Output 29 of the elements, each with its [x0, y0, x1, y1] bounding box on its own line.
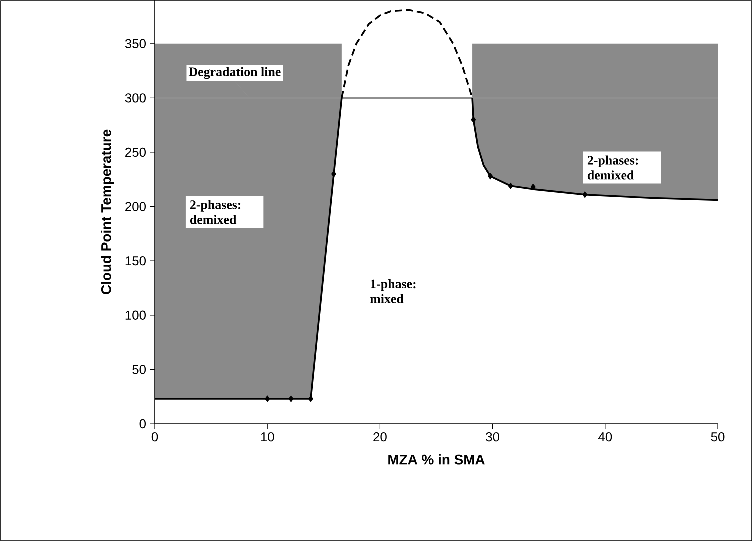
y-tick-label: 200 [126, 202, 146, 212]
y-tick-label: 350 [125, 39, 146, 48]
point [308, 396, 314, 402]
x-tick-label: 20 [374, 432, 387, 442]
point [265, 396, 270, 402]
x-tick-label: 40 [598, 432, 612, 442]
point [471, 116, 476, 124]
y-tick-label: 300 [125, 94, 146, 103]
point [582, 191, 588, 198]
y-tick-label: 250 [126, 148, 146, 158]
annotation: 2-phases: demixed [190, 200, 241, 224]
y-axis-title: Cloud Point Temperature [101, 130, 114, 294]
ref-line-label: Degradation line [188, 67, 281, 80]
y-tick-label: 0 [140, 419, 146, 429]
x-tick-label: 0 [152, 432, 158, 442]
point [331, 170, 337, 178]
point [530, 184, 536, 191]
x-tick-label: 30 [486, 432, 500, 442]
x-tick-label: 10 [261, 432, 274, 442]
annotation: 1-phase: mixed [370, 279, 416, 304]
x-axis-title: MZA % in SMA [388, 454, 485, 465]
y-tick-label: 100 [126, 310, 146, 320]
x-tick-label: 50 [711, 432, 725, 442]
y-tick-label: 50 [132, 365, 146, 374]
point [488, 173, 494, 180]
y-tick-label: 150 [126, 256, 146, 266]
point [288, 396, 294, 402]
point [508, 182, 514, 190]
annotation: 2-phases: demixed [588, 156, 638, 180]
